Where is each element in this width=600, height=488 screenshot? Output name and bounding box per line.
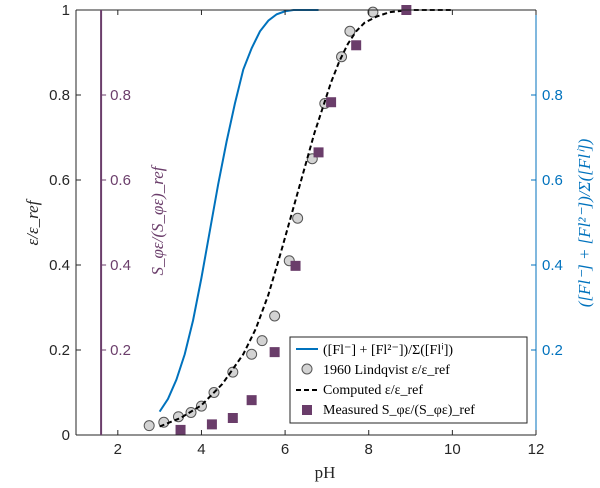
y-right-tick-label: 0.2 [542,342,563,359]
y-left-tick-label: 0.8 [49,87,70,104]
axes-layer: 2 4 6 8 10 12 0 0.2 0.4 0.6 0.8 1 0.2 0.4 0.6 0.8 0.2 0.4… [49,2,563,458]
inner-tick-label: 0.4 [110,257,131,274]
measured-point [290,260,301,271]
x-axis-title: pH [315,463,336,482]
x-tick-label: 2 [114,441,122,458]
series-layer [143,5,453,435]
measured-point [206,419,217,430]
y-axis-left-title: ε/ε_ref [23,198,42,245]
lindqvist-point [227,366,239,378]
y-left-tick-label: 1 [62,2,70,19]
lindqvist-point [246,348,258,360]
measured-point [313,147,324,158]
y-left-tick-label: 0.4 [49,257,70,274]
legend-label-blue-line: ([Fl⁻] + [Fl²⁻])/Σ([Flⁱ]) [323,343,453,358]
legend: ([Fl⁻] + [Fl²⁻])/Σ([Flⁱ]) 1960 Lindqvist… [289,336,528,424]
legend-label-dashed: Computed ε/ε_ref [323,383,423,398]
y-right-tick-label: 0.8 [542,87,563,104]
x-tick-label: 10 [444,441,461,458]
measured-point [246,395,257,406]
lindqvist-point [143,420,155,432]
x-tick-label: 4 [197,441,205,458]
legend-swatch-square [302,405,312,415]
y-left-tick-label: 0.2 [49,342,70,359]
x-tick-label: 8 [365,441,373,458]
y-right-tick-label: 0.6 [542,172,563,189]
series-computed-dashed-line [159,9,453,428]
inner-tick-label: 0.2 [110,342,131,359]
lindqvist-point [344,25,356,37]
inner-tick-label: 0.6 [110,172,131,189]
inner-tick-label: 0.8 [110,87,131,104]
legend-label-circle: 1960 Lindqvist ε/ε_ref [323,363,450,378]
y-axis-right-title: ([Fl⁻] + [Fl²⁻])/Σ([Flⁱ]) [575,138,594,307]
x-tick-label: 6 [281,441,289,458]
lindqvist-point [256,335,268,347]
y-right-tick-label: 0.4 [542,257,563,274]
legend-label-square: Measured S_φε/(S_φε)_ref [323,403,475,418]
measured-point [269,347,280,358]
legend-box [289,336,528,424]
y-left-tick-label: 0 [62,427,70,444]
measured-point [227,413,238,423]
legend-swatch-circle [301,363,313,375]
measured-point [326,97,337,108]
lindqvist-point [269,310,281,322]
y-left-tick-label: 0.6 [49,172,70,189]
y-axis-inner-title: S_φε/(S_φε)_ref [148,164,167,275]
measured-point [175,424,186,435]
lindqvist-point [292,212,304,224]
measured-point [351,40,362,51]
x-tick-label: 12 [528,441,545,458]
